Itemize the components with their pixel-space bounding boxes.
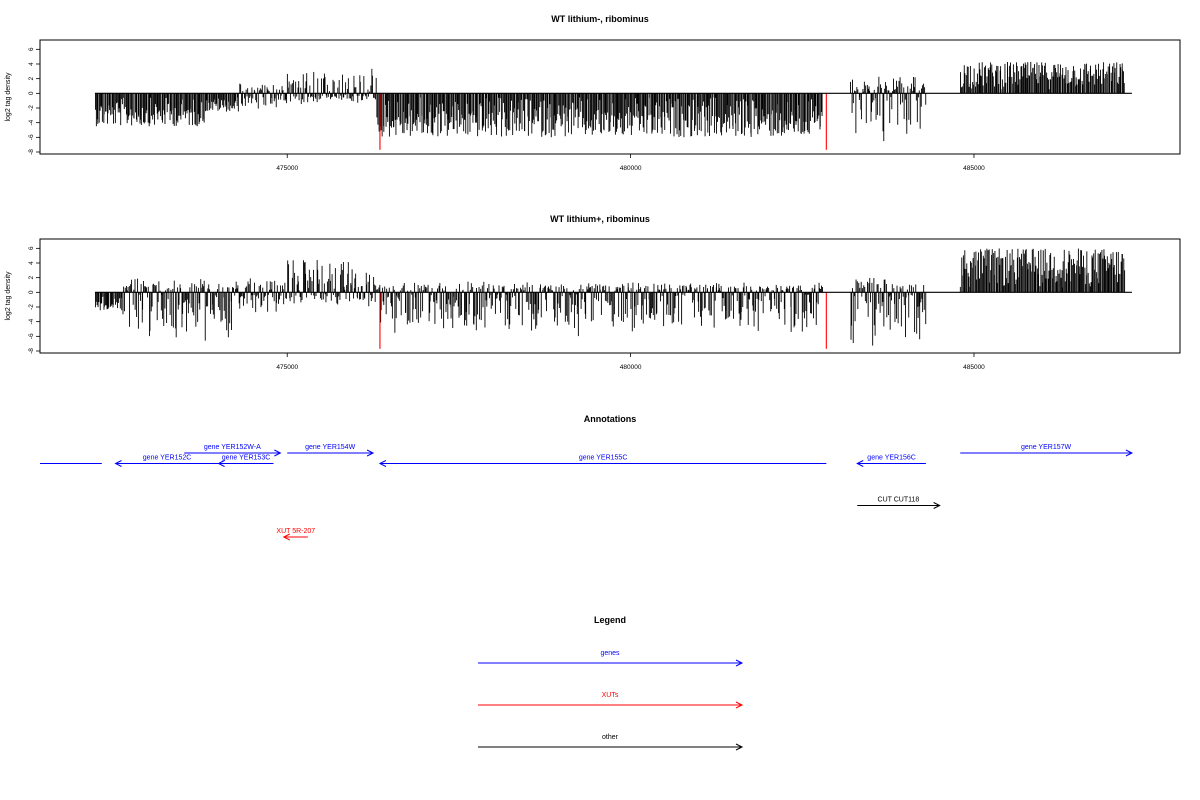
feature-label: gene YER154W: [305, 444, 355, 451]
annotation-feature: XUT 5R-207: [276, 528, 315, 541]
x-tick-label: 485000: [963, 165, 985, 172]
x-tick-label: 485000: [963, 364, 985, 371]
arrowhead: [274, 449, 282, 457]
y-tick-label: -6: [28, 134, 35, 140]
x-tick-label: 475000: [276, 364, 298, 371]
arrowhead: [1125, 449, 1134, 457]
panel-title: WT lithium-, ribominus: [551, 14, 649, 24]
feature-label: gene YER152C: [143, 455, 192, 462]
y-tick-label: 2: [28, 76, 35, 80]
y-tick-label: 2: [28, 275, 35, 279]
feature-label: gene YER153C: [222, 455, 271, 462]
annotations-title: Annotations: [584, 414, 637, 424]
legend-arrowhead: [735, 743, 744, 751]
y-tick-label: 6: [28, 47, 35, 51]
bars-group: [95, 61, 1125, 142]
legend-item-other: other: [478, 734, 744, 751]
bars-group: [95, 248, 1126, 346]
y-tick-label: -6: [28, 333, 35, 339]
annotations-track: Annotations gene YER152W-A gene YER152C gen…: [40, 414, 1134, 541]
arrowhead: [856, 460, 864, 467]
y-axis-label: log2 tag density: [5, 271, 12, 321]
legend-title: Legend: [594, 615, 626, 625]
y-axis-label: log2 tag density: [5, 72, 12, 122]
y-tick-label: -8: [28, 348, 35, 354]
y-tick-label: -2: [28, 105, 35, 111]
legend-label: XUTs: [602, 692, 619, 699]
panel-title: WT lithium+, ribominus: [550, 214, 650, 224]
y-tick-label: 4: [28, 62, 35, 66]
legend-item-genes: genes: [478, 650, 744, 667]
annotation-feature: CUT CUT118: [857, 497, 941, 509]
arrowhead: [217, 460, 225, 467]
arrowhead: [366, 449, 375, 457]
legend-arrowhead: [735, 659, 744, 667]
annotation-feature: gene YER154W: [287, 444, 375, 457]
track-panel-2: WT lithium+, ribominus -8 -6 -4 -2 0 2 4 6 475000…: [5, 214, 1181, 371]
legend-item-XUTs: XUTs: [478, 692, 744, 709]
plot-frame: [39, 238, 1181, 354]
annotation-feature: gene YER152C: [114, 455, 219, 467]
x-tick-label: 480000: [620, 165, 642, 172]
annotation-feature: gene YER157W: [960, 444, 1134, 457]
feature-label: gene YER156C: [867, 455, 916, 462]
track-panel-1: WT lithium-, ribominus -8 -6 -4 -2 0 2 4 6 475000…: [5, 14, 1181, 172]
plot-frame: [39, 39, 1181, 155]
y-tick-label: -8: [28, 149, 35, 155]
y-tick-label: -4: [28, 318, 35, 324]
y-tick-label: 0: [28, 290, 35, 294]
annotation-feature: gene YER156C: [856, 455, 926, 467]
y-tick-label: -2: [28, 304, 35, 310]
legend-label: other: [602, 734, 619, 741]
annotation-feature: gene YER155C: [378, 455, 827, 467]
feature-label: XUT 5R-207: [276, 528, 315, 535]
x-tick-label: 480000: [620, 364, 642, 371]
y-tick-label: 4: [28, 261, 35, 265]
arrowhead: [378, 460, 387, 467]
y-tick-label: -4: [28, 119, 35, 125]
arrowhead: [114, 460, 122, 467]
y-tick-label: 0: [28, 91, 35, 95]
feature-label: gene YER152W-A: [204, 444, 261, 451]
annotation-feature: gene YER152W-A: [184, 444, 282, 457]
legend: Legend genes XUTs other: [478, 615, 744, 751]
arrowhead: [282, 533, 291, 541]
legend-label: genes: [600, 650, 620, 657]
feature-label: gene YER155C: [579, 455, 628, 462]
y-tick-label: 6: [28, 246, 35, 250]
legend-arrowhead: [735, 701, 744, 709]
feature-label: gene YER157W: [1021, 444, 1071, 451]
feature-label: CUT CUT118: [878, 497, 920, 504]
x-tick-label: 475000: [276, 165, 298, 172]
arrowhead: [933, 502, 941, 509]
annotation-feature: gene YER153C: [217, 455, 274, 467]
